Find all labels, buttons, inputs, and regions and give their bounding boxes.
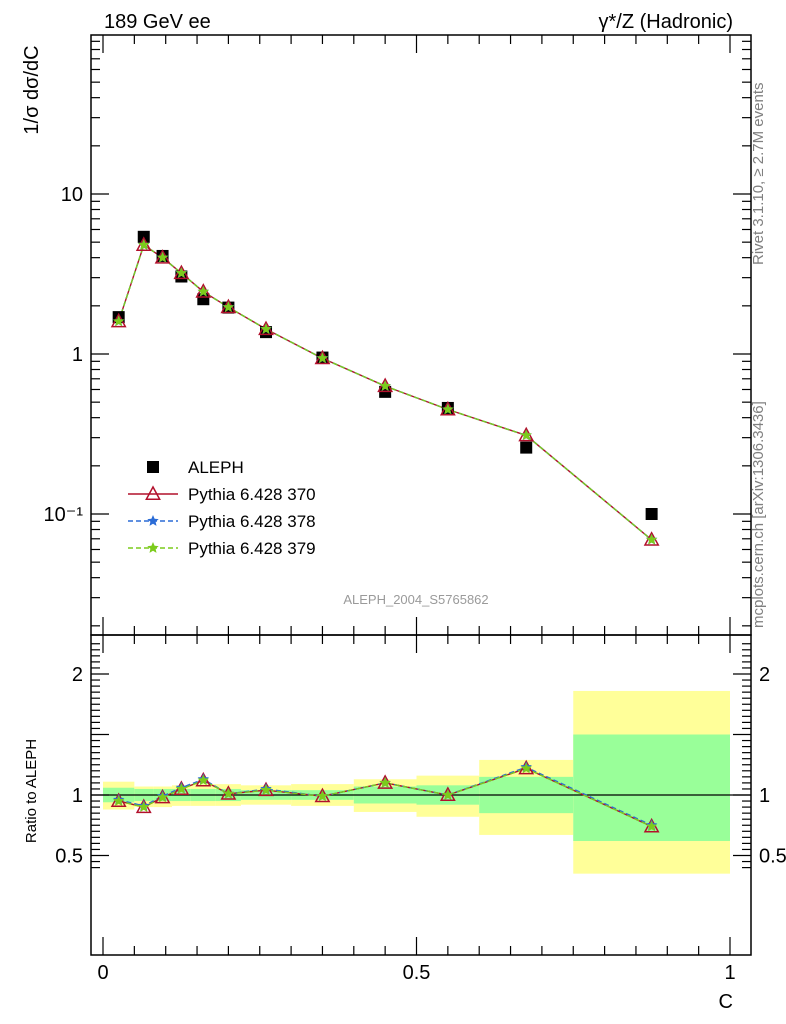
x-tick-label: 1: [724, 962, 735, 984]
ratio-y-tick-label-right: 1: [759, 785, 770, 807]
main-y-tick-label: 10⁻¹: [44, 504, 84, 526]
header-right: γ*/Z (Hadronic): [599, 11, 733, 33]
main-mc-marker: [260, 323, 272, 334]
ratio-marker: [197, 774, 209, 786]
main-mc-marker: [222, 301, 235, 313]
main-mc-marker: [645, 533, 658, 545]
main-mc-marker: [197, 285, 209, 297]
main-mc-marker: [156, 251, 169, 263]
main-data-point: [197, 293, 210, 306]
ratio-y-tick-label-left: 1: [72, 785, 83, 807]
main-mc-marker: [175, 267, 188, 278]
ratio-marker: [156, 791, 169, 803]
legend-marker: [147, 515, 159, 526]
ratio-marker: [260, 784, 272, 795]
ratio-marker: [520, 762, 532, 774]
main-mc-marker: [138, 239, 150, 250]
x-axis-label: C: [719, 991, 733, 1013]
legend-label: ALEPH: [188, 458, 244, 477]
main-y-tick-label: 10: [61, 184, 83, 206]
analysis-watermark: ALEPH_2004_S5765862: [343, 592, 488, 607]
main-y-axis-label: 1/σ dσ/dC: [21, 45, 43, 134]
main-mc-marker: [316, 352, 329, 364]
legend-marker: [147, 542, 159, 553]
side-text-rivet: Rivet 3.1.10, ≥ 2.7M events: [750, 83, 767, 266]
main-data-point: [520, 441, 533, 454]
legend-marker: [145, 485, 161, 500]
main-mc-marker: [113, 315, 125, 327]
ratio-marker: [645, 820, 658, 832]
ratio-marker: [113, 795, 125, 806]
legend-label: Pythia 6.428 370: [188, 485, 316, 504]
ratio-y-tick-label-left: 2: [72, 664, 83, 686]
ratio-marker: [316, 790, 329, 802]
legend-label: Pythia 6.428 378: [188, 512, 316, 531]
main-mc-marker: [379, 380, 391, 391]
x-tick-label: 0.5: [403, 962, 431, 984]
ratio-marker: [222, 787, 235, 799]
legend-swatch: [147, 461, 159, 473]
ratio-marker: [379, 776, 391, 788]
ratio-y-tick-label-right: 2: [759, 664, 770, 686]
main-data-point: [645, 508, 658, 520]
ratio-marker: [138, 801, 150, 812]
ratio-y-tick-label-left: 0.5: [55, 846, 83, 868]
header-left: 189 GeV ee: [104, 11, 211, 33]
main-mc-marker: [520, 429, 532, 441]
legend-label: Pythia 6.428 379: [188, 539, 316, 558]
ratio-series-line: [118, 767, 652, 828]
ratio-marker: [175, 783, 188, 794]
ratio-marker: [442, 789, 454, 800]
side-text-source: mcplots.cern.ch [arXiv:1306.3436]: [750, 401, 767, 628]
x-tick-label: 0: [97, 962, 108, 984]
main-y-tick-label: 1: [72, 344, 83, 366]
ratio-y-tick-label-right: 0.5: [759, 846, 786, 868]
main-mc-marker: [442, 403, 454, 415]
ratio-y-axis-label: Ratio to ALEPH: [23, 739, 40, 843]
